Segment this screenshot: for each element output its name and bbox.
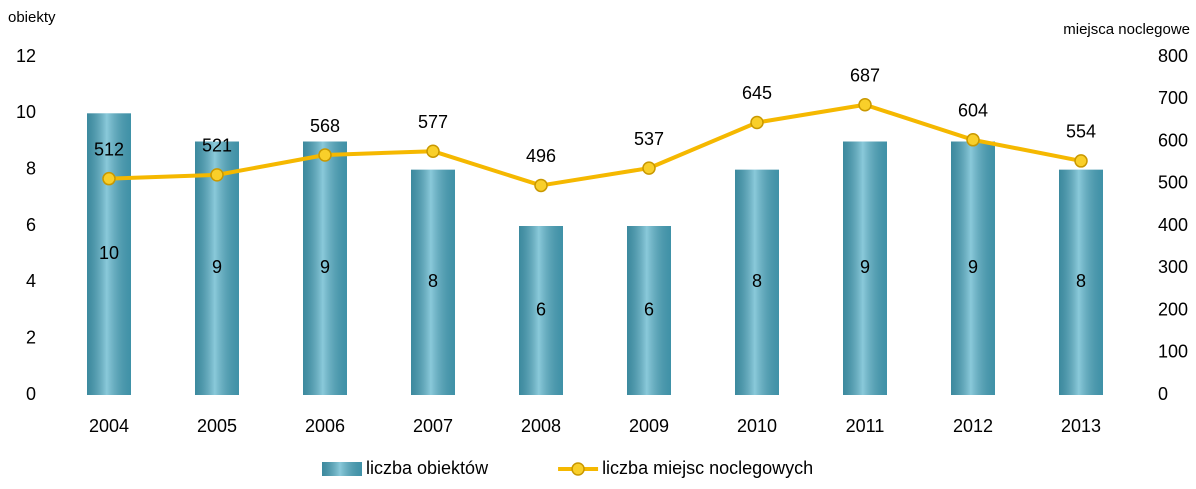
bar-value-label: 6 xyxy=(536,299,546,319)
y2-tick-label: 600 xyxy=(1158,130,1188,150)
line-marker xyxy=(1074,154,1088,168)
legend-swatch-shine xyxy=(322,462,362,476)
y-tick-label: 8 xyxy=(26,158,36,178)
y-tick-label: 6 xyxy=(26,215,36,235)
y2-tick-label: 200 xyxy=(1158,299,1188,319)
bar-shine xyxy=(411,169,455,395)
line-value-label: 604 xyxy=(958,101,988,121)
bar-value-label: 10 xyxy=(99,243,119,263)
y-tick-label: 12 xyxy=(16,46,36,66)
line-value-label: 687 xyxy=(850,65,880,85)
x-tick-label: 2011 xyxy=(846,416,885,436)
y-tick-label: 10 xyxy=(16,102,36,122)
bar-value-label: 9 xyxy=(212,257,222,277)
bar-value-label: 9 xyxy=(320,257,330,277)
x-tick-label: 2004 xyxy=(89,416,129,436)
x-tick-label: 2008 xyxy=(521,416,561,436)
legend-marker xyxy=(571,462,585,476)
line-value-label: 645 xyxy=(742,83,772,103)
bar-shine xyxy=(951,141,995,395)
line-marker xyxy=(426,144,440,158)
line-marker xyxy=(750,115,764,130)
bar-value-label: 6 xyxy=(644,299,654,319)
line-marker xyxy=(534,178,548,193)
bar-shine xyxy=(87,113,131,395)
line xyxy=(108,102,1082,188)
bar-shine xyxy=(843,141,887,395)
y2-tick-label: 800 xyxy=(1158,46,1188,66)
bar-value-label: 9 xyxy=(968,257,978,277)
line-marker xyxy=(858,97,872,112)
y2-tick-label: 100 xyxy=(1158,342,1188,362)
bar-value-label: 8 xyxy=(752,271,762,291)
legend-label: liczba obiektów xyxy=(366,458,489,478)
y-tick-label: 4 xyxy=(26,271,36,291)
line-marker xyxy=(102,171,116,186)
line-value-label: 568 xyxy=(310,116,340,136)
line-value-label: 521 xyxy=(202,136,232,156)
y2-tick-label: 300 xyxy=(1158,257,1188,277)
bar-shine xyxy=(195,141,239,395)
y2-tick-label: 500 xyxy=(1158,173,1188,193)
x-tick-label: 2005 xyxy=(197,416,237,436)
legend-label: liczba miejsc noclegowych xyxy=(602,458,813,478)
line-value-label: 537 xyxy=(634,129,664,149)
line-value-label: 577 xyxy=(418,112,448,132)
x-tick-label: 2013 xyxy=(1061,416,1101,436)
y-tick-label: 2 xyxy=(26,327,36,347)
x-tick-label: 2010 xyxy=(737,416,777,436)
x-tick-label: 2009 xyxy=(629,416,669,436)
x-tick-label: 2006 xyxy=(305,416,345,436)
y2-axis-label: miejsca noclegowe xyxy=(1063,21,1190,38)
line-marker xyxy=(966,133,980,147)
bar-value-label: 9 xyxy=(860,257,870,277)
bar-value-label: 8 xyxy=(1076,271,1086,291)
bar-shine xyxy=(303,141,347,395)
bar-shine xyxy=(519,226,563,395)
bar-shine xyxy=(735,169,779,395)
y2-tick-label: 400 xyxy=(1158,215,1188,235)
line-marker xyxy=(210,168,224,182)
x-tick-label: 2012 xyxy=(953,416,993,436)
line-marker xyxy=(642,161,656,175)
y2-tick-label: 0 xyxy=(1158,384,1168,404)
bar-shine xyxy=(1059,169,1103,395)
bar-shine xyxy=(627,226,671,395)
line-value-label: 496 xyxy=(526,146,556,166)
y-tick-label: 0 xyxy=(26,384,36,404)
line-value-label: 554 xyxy=(1066,122,1096,142)
line-marker xyxy=(318,148,332,162)
bar-value-label: 8 xyxy=(428,271,438,291)
x-tick-label: 2007 xyxy=(413,416,453,436)
y2-tick-label: 700 xyxy=(1158,88,1188,108)
y-axis-label: obiekty xyxy=(8,9,56,26)
line-value-label: 512 xyxy=(94,139,124,159)
